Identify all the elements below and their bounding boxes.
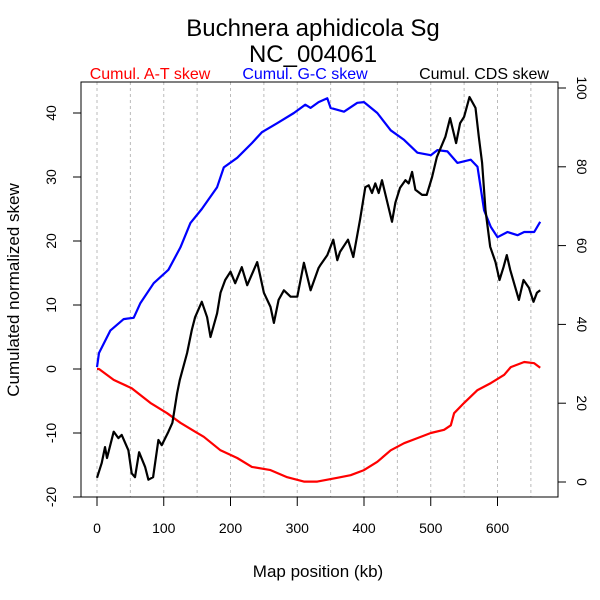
x-tick-label: 100 <box>152 520 176 536</box>
plot-frame <box>80 81 559 498</box>
x-tick-label: 500 <box>419 520 443 536</box>
legend-gc-skew: Cumul. G-C skew <box>242 66 368 83</box>
y-tick-label: 10 <box>43 297 59 313</box>
y2-tick-label: 40 <box>574 317 590 333</box>
series-line-0 <box>97 360 541 483</box>
y-tick-label: 40 <box>43 105 59 121</box>
y-axis-left: -20 -10 0 10 20 30 40 <box>43 105 81 507</box>
chart-subtitle: NC_004061 <box>249 41 377 68</box>
series-line-2 <box>95 95 541 481</box>
y2-tick-label: 80 <box>574 159 590 175</box>
x-tick-label: 600 <box>486 520 510 536</box>
series-group <box>95 95 542 483</box>
y2-tick-label: 100 <box>574 76 590 100</box>
x-axis-label: Map position (kb) <box>253 562 383 581</box>
grid-lines <box>96 82 532 497</box>
legend-at-skew: Cumul. A-T skew <box>90 66 211 83</box>
y-axis-right: 0 20 40 60 80 100 <box>558 76 590 486</box>
y-tick-label: -10 <box>43 423 59 443</box>
chart-title: Buchnera aphidicola Sg <box>186 15 440 42</box>
y-tick-label: 30 <box>43 169 59 185</box>
x-tick-label: 400 <box>352 520 376 536</box>
y2-tick-label: 60 <box>574 238 590 254</box>
x-axis: 0 100 200 300 400 500 600 <box>93 497 509 536</box>
y-axis-label: Cumulated normalized skew <box>4 183 23 397</box>
legend-cds-skew: Cumul. CDS skew <box>419 66 549 83</box>
x-tick-label: 200 <box>219 520 243 536</box>
y-tick-label: 0 <box>43 365 59 373</box>
y2-tick-label: 0 <box>574 478 590 486</box>
y-tick-label: 20 <box>43 233 59 249</box>
series-line-1 <box>95 97 542 368</box>
y-tick-label: -20 <box>43 487 59 507</box>
y2-tick-label: 20 <box>574 395 590 411</box>
x-tick-label: 0 <box>93 520 101 536</box>
x-tick-label: 300 <box>286 520 310 536</box>
